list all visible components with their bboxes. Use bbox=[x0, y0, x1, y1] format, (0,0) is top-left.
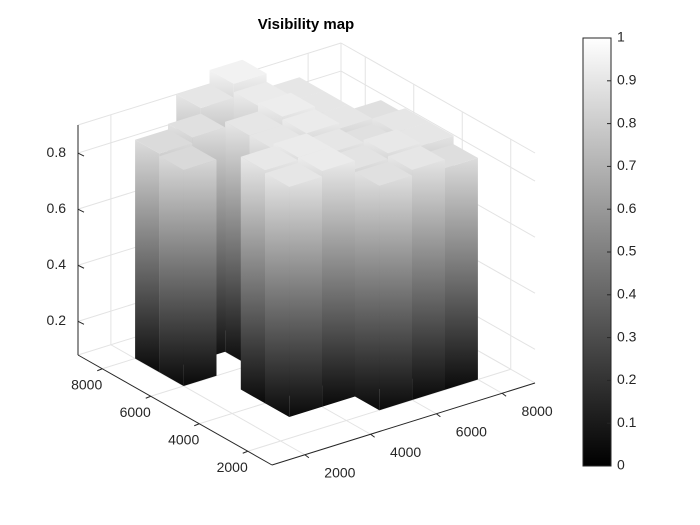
x-tick bbox=[304, 454, 310, 459]
y-tick-label: 8000 bbox=[71, 376, 102, 392]
y-tick-label: 4000 bbox=[168, 431, 199, 447]
surface-column bbox=[265, 163, 323, 417]
colorbar-tick-label: 0.6 bbox=[617, 200, 637, 216]
colorbar bbox=[582, 37, 612, 467]
column-side bbox=[445, 157, 478, 390]
column-top bbox=[176, 84, 234, 108]
y-tick bbox=[242, 450, 248, 454]
z-tick-label: 0.2 bbox=[47, 312, 67, 328]
surface-column bbox=[355, 161, 413, 411]
z-tick-label: 0.4 bbox=[47, 256, 67, 272]
x-tick bbox=[370, 433, 375, 438]
column-top bbox=[372, 108, 430, 133]
surface-column bbox=[159, 146, 217, 386]
chart-title: Visibility map bbox=[258, 16, 354, 33]
column-side bbox=[322, 160, 355, 407]
x-tick-label: 6000 bbox=[456, 423, 487, 439]
y-axis bbox=[77, 354, 273, 466]
column-side bbox=[159, 156, 184, 386]
column-top bbox=[135, 129, 193, 154]
column-top bbox=[209, 59, 267, 84]
colorbar-tick-label: 0.7 bbox=[617, 157, 637, 173]
colorbar-tick-label: 0.4 bbox=[617, 286, 637, 302]
column-side bbox=[379, 175, 413, 411]
colorbar-tick-label: 0.5 bbox=[617, 243, 637, 259]
grid-line bbox=[340, 70, 536, 182]
column-side bbox=[135, 139, 160, 373]
x-axis bbox=[271, 382, 536, 466]
z-tick-label: 0.6 bbox=[47, 200, 67, 216]
colorbar-tick-label: 0.9 bbox=[617, 72, 637, 88]
column-top bbox=[387, 146, 445, 170]
column-top bbox=[282, 109, 340, 134]
y-tick bbox=[145, 395, 151, 399]
z-tick bbox=[77, 264, 85, 269]
z-tick bbox=[77, 152, 85, 157]
x-tick-label: 2000 bbox=[324, 464, 355, 480]
x-tick bbox=[436, 413, 441, 418]
column-top bbox=[225, 111, 283, 136]
z-tick bbox=[77, 320, 85, 325]
x-tick-label: 4000 bbox=[390, 444, 421, 460]
x-tick-label: 8000 bbox=[522, 403, 553, 419]
y-tick-label: 2000 bbox=[217, 459, 248, 475]
column-side bbox=[412, 159, 445, 400]
y-tick bbox=[194, 423, 200, 427]
column-side bbox=[355, 172, 380, 411]
column-top bbox=[355, 161, 413, 186]
column-top bbox=[363, 129, 421, 154]
y-tick-label: 6000 bbox=[120, 404, 151, 420]
x-tick bbox=[501, 392, 507, 397]
colorbar-tick-label: 0.3 bbox=[617, 328, 637, 344]
colorbar-tick-label: 0.1 bbox=[617, 414, 637, 430]
column-top bbox=[265, 163, 323, 187]
column-side bbox=[183, 159, 217, 386]
colorbar-tick-label: 0.2 bbox=[617, 371, 637, 387]
z-tick-label: 0.8 bbox=[47, 144, 67, 160]
box-edge bbox=[340, 42, 536, 154]
column-top bbox=[273, 133, 331, 158]
column-top bbox=[168, 113, 226, 138]
column-side bbox=[289, 176, 323, 417]
colorbar-tick-label: 0.8 bbox=[617, 114, 637, 130]
column-side bbox=[240, 156, 265, 404]
column-top bbox=[159, 146, 217, 170]
colorbar-tick-label: 1 bbox=[617, 29, 625, 45]
colorbar-tick-label: 0 bbox=[617, 457, 625, 473]
column-top bbox=[297, 147, 355, 172]
column-side bbox=[265, 173, 290, 417]
column-top bbox=[240, 146, 298, 171]
column-top bbox=[258, 92, 316, 117]
z-tick bbox=[77, 208, 85, 213]
y-tick bbox=[97, 368, 103, 372]
